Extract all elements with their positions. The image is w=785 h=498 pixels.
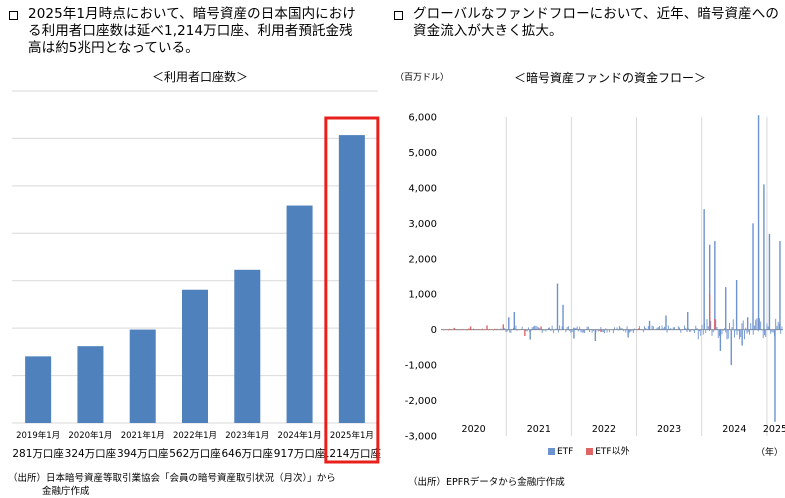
right-headline-line: 資金流入が大きく拡大。 [413,23,563,39]
fund-flow-chart: 6,000 5,000 4,000 3,000 2,000 1,000 0 -1,000 -2,… [405,113,785,443]
right-headline-line: グローバルなファンドフローにおいて、近年、暗号資産への [413,6,779,22]
right-x-tick-labels: 2020 2021 2022 2023 2024 2025 [462,424,785,435]
value-label: 646万口座 [222,447,274,460]
x-tick-label: 2022 [592,424,616,435]
category-label: 2025年1月 [330,430,374,441]
account-bar [25,356,52,423]
category-label: 2023年1月 [225,430,269,441]
account-bar [338,135,365,423]
left-chart-title: ＜利用者口座数＞ [151,70,248,84]
flow-baseline-noise [440,317,783,340]
y-tick-label: 3,000 [408,219,437,230]
legend-item-etf: ETF [548,447,576,457]
value-label: 1214万口座 [323,447,381,460]
y-tick-label: 4,000 [408,183,437,194]
category-label: 2020年1月 [68,430,112,441]
right-headline: グローバルなファンドフローにおいて、近年、暗号資産への 資金流入が大きく拡大。 [413,6,783,40]
y-tick-label: -1,000 [405,361,437,372]
x-tick-label: 2020 [462,424,486,435]
left-headline-line: 高は約5兆円となっている。 [28,40,199,56]
value-label: 324万口座 [65,447,117,460]
category-label: 2019年1月 [16,430,60,441]
legend-label-etf: ETF [557,447,574,457]
left-source: （出所）日本暗号資産等取引業協会「会員の暗号資産取引状況（月次）」から 金融庁作… [8,472,388,498]
value-label: 281万口座 [12,447,64,460]
right-gridlines [441,117,783,436]
value-label: 394万口座 [117,447,169,460]
x-tick-label: 2024 [722,424,746,435]
left-category-labels: 2019年1月 2020年1月 2021年1月 2022年1月 2023年1月 2024年… [16,430,374,441]
x-tick-label: 2025 [763,424,785,435]
right-source: （出所）EPFRデータから金融庁作成 [408,477,565,488]
y-tick-label: 6,000 [408,113,437,124]
highlight-frame [324,116,380,464]
y-tick-label: -2,000 [405,396,437,407]
right-chart-title: ＜暗号資産ファンドの資金フロー＞ [513,71,706,85]
flow-legend: ETF ETF以外 [548,444,630,457]
etf-swatch-icon [548,448,555,455]
accounts-bar-chart: 2019年1月 2020年1月 2021年1月 2022年1月 2023年1月 2024年… [12,90,381,464]
value-label: 562万口座 [169,447,221,460]
category-label: 2021年1月 [121,430,165,441]
x-tick-label: 2021 [527,424,551,435]
left-value-labels: 281万口座 324万口座 394万口座 562万口座 646万口座 917万口座1214… [12,447,381,460]
account-bar [286,205,313,423]
legend-item-non-etf: ETF以外 [586,447,630,457]
x-axis-unit: （年） [756,448,784,458]
value-label: 917万口座 [274,447,326,460]
right-chart-unit: （百万ドル） [395,73,450,83]
category-label: 2024年1月 [278,430,322,441]
account-bar [234,269,261,423]
left-headline: 2025年1月時点において、暗号資産の日本国内におけ る利用者口座数は延べ1,2… [28,6,378,57]
left-source-line: 金融庁作成 [42,486,90,497]
y-tick-label: 2,000 [408,254,437,265]
category-label: 2022年1月 [173,430,217,441]
account-bar [182,289,208,423]
y-tick-label: 0 [431,325,437,336]
x-tick-label: 2023 [657,424,681,435]
bullet-square-icon [9,11,18,20]
y-tick-label: 5,000 [408,148,437,159]
legend-label-non-etf: ETF以外 [595,447,630,457]
left-headline-line: 2025年1月時点において、暗号資産の日本国内におけ [28,6,356,22]
y-tick-label: 1,000 [408,290,437,301]
left-bars [25,135,365,423]
bullet-square-icon [394,11,403,20]
account-bar [77,346,104,423]
left-headline-line: る利用者口座数は延べ1,214万口座、利用者預託金残 [28,23,353,39]
left-source-line: （出所）日本暗号資産等取引業協会「会員の暗号資産取引状況（月次）」から [8,473,336,484]
non-etf-swatch-icon [586,448,594,455]
y-tick-label: -3,000 [405,432,437,443]
account-bar [129,329,156,423]
flow-bars [453,115,781,422]
right-y-tick-labels: 6,000 5,000 4,000 3,000 2,000 1,000 0 -1,000 -2,… [405,113,437,443]
